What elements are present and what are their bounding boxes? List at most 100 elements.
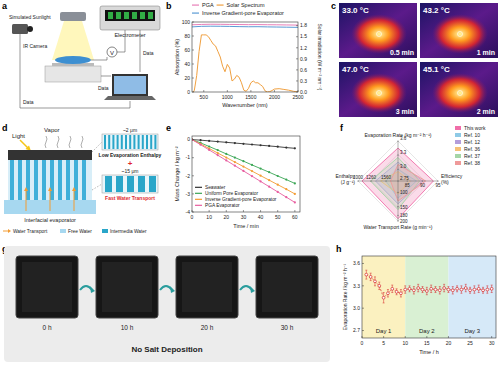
x-tick	[226, 210, 227, 212]
point	[199, 139, 201, 141]
enthalpy-label: Low Evaporation Enthalpy	[99, 152, 162, 158]
legend-label: Ref. 12	[464, 139, 480, 145]
point	[443, 287, 446, 290]
point	[430, 287, 433, 290]
laptop-screen	[114, 76, 146, 94]
y-tick	[192, 212, 194, 213]
temperature-label: 33.0 °C	[342, 6, 369, 15]
y-tick-label: 20	[184, 75, 190, 81]
small-pore	[150, 135, 152, 149]
point	[199, 144, 201, 146]
arrow-head	[8, 229, 11, 233]
error-bar	[417, 284, 419, 291]
x-tick	[426, 336, 427, 338]
arrow-head	[250, 286, 255, 293]
series-line	[192, 140, 295, 184]
legend-label: Ref. 37	[464, 153, 480, 159]
radar-tick	[397, 155, 398, 156]
lamp	[60, 12, 86, 21]
evaporator-photo	[176, 256, 238, 318]
y-tick-label: 1.2	[300, 45, 307, 51]
y-tick-label: 1.5	[300, 33, 307, 39]
x-tick	[448, 336, 449, 338]
point	[251, 170, 253, 172]
voltmeter-label: V	[110, 50, 114, 56]
legend-swatch	[192, 12, 199, 13]
y-tick	[192, 64, 194, 65]
frame-label: 30 h	[281, 324, 294, 331]
point	[251, 175, 253, 177]
y-tick-label: 0	[187, 89, 190, 95]
legend-label: Seawater	[205, 185, 226, 190]
y-tick	[362, 285, 364, 286]
panel-letter: e	[166, 123, 171, 133]
pore-size-label: ~2 μm	[123, 127, 137, 133]
key-swatch	[60, 229, 66, 233]
plot-area	[362, 256, 496, 338]
x-tick-label: 30	[241, 214, 247, 220]
panel-letter: b	[166, 1, 172, 11]
small-pore	[117, 135, 119, 149]
data-label: Data	[98, 85, 109, 91]
day-band	[405, 256, 448, 338]
point	[365, 273, 368, 276]
time-label: 3 min	[396, 108, 414, 115]
error-bar	[387, 290, 389, 297]
point	[460, 288, 463, 291]
radar-tick	[437, 180, 438, 181]
radar-tick	[385, 180, 386, 181]
small-pore	[129, 135, 131, 149]
photo-surface	[182, 262, 232, 312]
point	[277, 146, 279, 148]
error-bar	[396, 289, 398, 295]
y-tick-label: 1.8	[300, 22, 307, 28]
plus-sign: +	[128, 159, 133, 168]
key-label: Intermedia Water	[110, 229, 147, 234]
y-tick	[296, 25, 298, 26]
point	[395, 290, 398, 293]
y-tick-label: 3.3	[353, 283, 360, 289]
x-tick-label: 40	[258, 214, 264, 220]
point	[251, 143, 253, 145]
data-label: Data	[23, 99, 34, 105]
point	[225, 141, 227, 143]
error-bar	[456, 286, 458, 292]
radar-axis	[398, 181, 399, 221]
photo-surface	[102, 262, 152, 312]
error-bar	[447, 287, 449, 293]
y-tick-label: 0	[187, 136, 190, 142]
error-bar	[460, 286, 462, 293]
x-tick	[227, 90, 228, 92]
x-tick	[260, 210, 261, 212]
y-tick	[192, 36, 194, 37]
point	[251, 164, 253, 166]
pore-channel	[50, 160, 54, 200]
thermal-image	[420, 3, 498, 58]
transport-arrow	[26, 190, 27, 211]
radar-ring	[358, 141, 438, 221]
y-tick-label: 0.3	[300, 78, 307, 84]
small-pore	[121, 135, 123, 149]
point	[242, 143, 244, 145]
radar-tick	[397, 140, 398, 141]
evaporator-photo	[256, 256, 318, 318]
legend-swatch	[455, 140, 461, 144]
point	[469, 289, 472, 292]
point	[294, 201, 296, 203]
thermal-image	[339, 3, 417, 58]
point	[490, 287, 493, 290]
hot-spot	[432, 73, 488, 113]
point	[259, 144, 261, 146]
electrometer	[100, 6, 160, 30]
hot-spot	[351, 14, 407, 54]
y-tick-label: -4	[186, 209, 191, 215]
error-bar	[383, 293, 385, 303]
series-line	[366, 275, 491, 298]
point	[268, 145, 270, 147]
point	[391, 287, 394, 290]
frame-label: 10 h	[121, 324, 134, 331]
point	[234, 156, 236, 158]
y-tick	[192, 139, 194, 140]
large-pore	[149, 176, 156, 192]
legend-swatch	[455, 161, 461, 165]
